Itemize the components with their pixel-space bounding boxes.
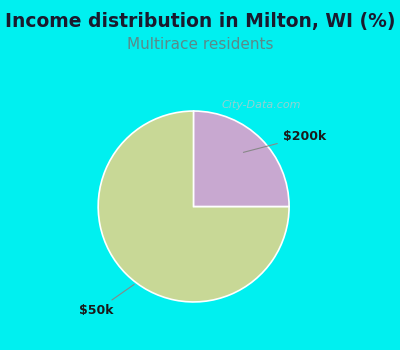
Text: Income distribution in Milton, WI (%): Income distribution in Milton, WI (%) [5, 12, 395, 31]
Text: $200k: $200k [244, 130, 326, 152]
Wedge shape [98, 111, 289, 302]
Wedge shape [194, 111, 289, 206]
Text: $50k: $50k [79, 285, 134, 317]
Text: City-Data.com: City-Data.com [222, 100, 301, 110]
Text: Multirace residents: Multirace residents [127, 37, 273, 52]
